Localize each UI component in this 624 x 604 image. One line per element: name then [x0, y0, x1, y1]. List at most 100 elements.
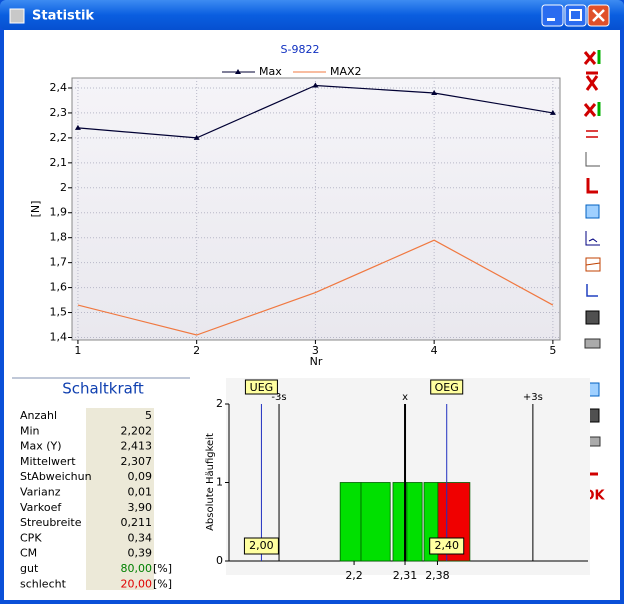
- sigma-label: +3s: [523, 392, 543, 403]
- window-icon: [9, 8, 25, 24]
- stat-value: 0,39: [128, 547, 153, 560]
- stat-value: 0,01: [128, 486, 153, 499]
- y-tick-label: 2,1: [50, 156, 68, 169]
- x-tick-label: 2,2: [345, 569, 363, 582]
- x-tick-label: 2,38: [425, 569, 450, 582]
- stat-value: 0,211: [121, 516, 153, 529]
- chart-title: S-9822: [281, 43, 320, 56]
- limit-value-label: 2,40: [434, 539, 459, 552]
- y-tick-label: 1,5: [50, 306, 68, 319]
- stats-title: Schaltkraft: [62, 380, 144, 398]
- tool-save[interactable]: [585, 310, 600, 325]
- stat-label: Varkoef: [20, 501, 62, 514]
- stat-label: CPK: [20, 531, 42, 544]
- limit-tag: [430, 379, 464, 395]
- close-glyph: [592, 9, 605, 22]
- y-tick-label: 2,4: [50, 81, 68, 94]
- tool-xmin[interactable]: [583, 103, 597, 117]
- tool-scale[interactable]: [585, 152, 600, 167]
- plot-area: [71, 77, 561, 341]
- stat-value: 2,413: [121, 440, 153, 453]
- stat-unit: [%]: [153, 562, 172, 575]
- tool-swap[interactable]: [586, 130, 598, 138]
- stat-label: StAbweichun: [20, 470, 92, 483]
- x-axis-label: Nr: [310, 355, 323, 368]
- tool-xmean[interactable]: [585, 71, 599, 91]
- point-marker: [431, 89, 438, 95]
- stat-unit: [%]: [153, 577, 172, 590]
- limit-tag: [244, 379, 278, 395]
- y-tick-label: 1,6: [50, 281, 68, 294]
- y-axis-label: [N]: [29, 201, 42, 218]
- x-tick-label: 2: [193, 344, 200, 357]
- maximize-glyph: [569, 9, 582, 21]
- point-marker: [312, 82, 319, 88]
- stat-value: 0,34: [128, 531, 153, 544]
- y-tick-label: 2: [60, 181, 67, 194]
- stat-value: 2,307: [121, 455, 153, 468]
- y-tick-label: 2: [216, 397, 223, 410]
- limit-value-label: 2,00: [249, 539, 274, 552]
- series-line: [77, 239, 554, 336]
- minimize-button[interactable]: [541, 4, 564, 27]
- stat-value: 80,00: [121, 562, 153, 575]
- y-tick-label: 1,7: [50, 256, 68, 269]
- x-tick-label: 4: [431, 344, 438, 357]
- tool-chart2[interactable]: [585, 257, 601, 272]
- tool-table[interactable]: [585, 204, 600, 219]
- minimize-glyph: [547, 18, 555, 21]
- y-tick-label: 1,8: [50, 231, 68, 244]
- legend-label: MAX2: [330, 65, 362, 78]
- value-column: [86, 408, 154, 590]
- stat-label: Varianz: [20, 486, 61, 499]
- limit-value-box: [243, 537, 279, 555]
- legend-label: Max: [259, 65, 282, 78]
- y-tick-label: 2,2: [50, 131, 68, 144]
- stat-label: Streubreite: [20, 516, 82, 529]
- tool-l1[interactable]: [586, 178, 598, 194]
- stat-value: 3,90: [128, 501, 153, 514]
- bar: [406, 482, 423, 562]
- stat-label: CM: [20, 547, 37, 560]
- stat-label: Anzahl: [20, 409, 57, 422]
- point-marker: [549, 109, 556, 115]
- sigma-label: x: [402, 392, 408, 403]
- title-bar: [0, 0, 624, 30]
- x-tick-label: 1: [74, 344, 81, 357]
- x-tick-label: 2,31: [393, 569, 418, 582]
- point-marker: [193, 134, 200, 140]
- legend-marker: [235, 69, 241, 74]
- bar: [360, 482, 391, 562]
- y-tick-label: 0: [216, 554, 223, 567]
- sigma-label: -3s: [271, 392, 286, 403]
- stat-value: 5: [145, 409, 152, 422]
- stat-label: Min: [20, 424, 40, 437]
- window-buttons: [541, 4, 610, 27]
- x-tick-label: 3: [312, 344, 319, 357]
- maximize-button[interactable]: [564, 4, 587, 27]
- stat-label: gut: [20, 562, 39, 575]
- stat-label: Max (Y): [20, 440, 62, 453]
- y-axis-label: Absolute Häufigkeit: [205, 433, 216, 531]
- tool-chart3[interactable]: [586, 284, 598, 297]
- stat-value: 2,202: [121, 424, 153, 437]
- stat-value: 0,09: [128, 470, 153, 483]
- window-title: Statistik: [32, 9, 94, 24]
- point-marker: [74, 124, 81, 130]
- y-tick-label: 1,4: [50, 331, 68, 344]
- y-tick-label: 1: [216, 476, 223, 489]
- y-tick-label: 1,9: [50, 206, 68, 219]
- stat-label: Mittelwert: [20, 455, 76, 468]
- limit-name: UEG: [250, 381, 274, 394]
- tool-chart1[interactable]: [585, 231, 600, 246]
- y-tick-label: 2,3: [50, 106, 68, 119]
- tool-print[interactable]: [584, 338, 601, 349]
- limit-value-box: [429, 537, 465, 555]
- limit-name: OEG: [435, 381, 459, 394]
- x-tick-label: 5: [549, 344, 556, 357]
- stat-value: 20,00: [121, 577, 153, 590]
- stat-label: schlecht: [20, 577, 67, 590]
- bar: [339, 482, 362, 562]
- tool-xmax[interactable]: [583, 51, 597, 65]
